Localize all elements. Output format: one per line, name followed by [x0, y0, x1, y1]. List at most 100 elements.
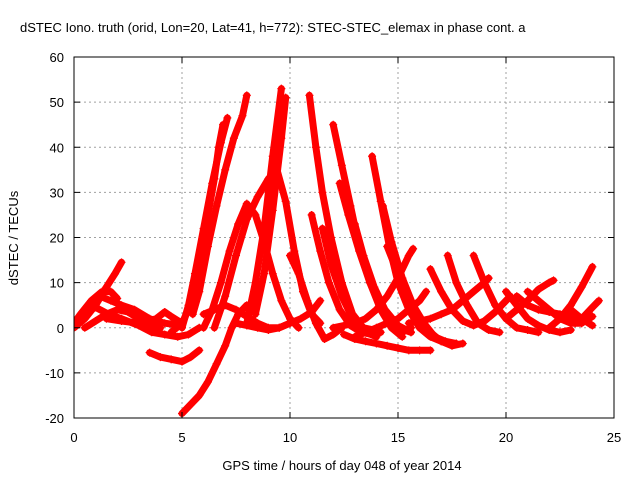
data-point: [404, 296, 413, 305]
x-tick-label: 25: [607, 430, 621, 445]
data-point: [184, 301, 193, 310]
data-point: [268, 152, 277, 161]
y-tick-label: 60: [50, 50, 64, 65]
axes: 0 5 10 15 20 25 -20 -10 0 10 20 30 40 50 60: [45, 50, 621, 445]
data-point: [253, 323, 262, 332]
data-point: [394, 274, 402, 283]
data-point: [549, 276, 558, 285]
data-point: [210, 323, 219, 332]
data-point: [350, 219, 359, 228]
data-point: [469, 287, 478, 296]
data-point: [178, 357, 186, 366]
data-point: [216, 138, 225, 147]
data-point: [203, 242, 212, 251]
data-point: [318, 188, 327, 197]
data-point: [556, 314, 564, 323]
data-point: [305, 91, 314, 100]
data-point: [337, 161, 346, 170]
data-point: [303, 296, 312, 305]
data-point: [167, 355, 176, 364]
y-tick-label: 40: [50, 140, 64, 155]
data-point: [253, 192, 262, 201]
data-point: [311, 319, 320, 328]
data-point: [91, 316, 100, 325]
data-point: [426, 328, 435, 337]
data-point: [95, 292, 104, 301]
data-point: [212, 359, 221, 368]
data-point: [225, 247, 234, 256]
data-point: [359, 251, 368, 260]
data-arc: [178, 114, 231, 332]
data-arcs: [74, 84, 603, 418]
data-point: [502, 296, 510, 305]
data-point: [372, 339, 381, 348]
data-point: [556, 328, 564, 337]
data-point: [452, 278, 461, 287]
data-point: [178, 323, 186, 332]
data-point: [106, 296, 115, 305]
data-point: [484, 274, 493, 283]
data-point: [512, 323, 521, 332]
data-arc: [189, 91, 251, 318]
data-point: [404, 305, 413, 314]
data-point: [534, 305, 543, 314]
data-point: [318, 224, 327, 233]
data-point: [111, 269, 120, 278]
x-tick-label: 10: [283, 430, 297, 445]
y-tick-label: -20: [45, 411, 64, 426]
data-point: [145, 348, 154, 357]
data-point: [329, 120, 338, 129]
data-point: [566, 305, 575, 314]
data-point: [406, 328, 415, 337]
x-tick-label: 5: [178, 430, 185, 445]
data-point: [491, 301, 500, 310]
x-axis-label: GPS time / hours of day 048 of year 2014: [222, 458, 461, 473]
data-point: [545, 323, 554, 332]
data-point: [577, 283, 586, 292]
data-point: [117, 316, 126, 325]
data-point: [383, 242, 392, 251]
data-point: [208, 305, 217, 314]
data-point: [221, 165, 230, 174]
data-point: [307, 210, 316, 219]
data-point: [234, 219, 243, 228]
data-point: [502, 287, 510, 296]
data-point: [186, 353, 195, 362]
data-point: [588, 312, 597, 321]
data-point: [523, 314, 532, 323]
y-tick-label: 50: [50, 95, 64, 110]
data-point: [188, 310, 197, 319]
data-point: [320, 335, 329, 344]
data-point: [76, 314, 85, 323]
data-point: [221, 292, 230, 301]
data-point: [512, 305, 521, 314]
data-point: [448, 305, 456, 314]
data-point: [242, 321, 251, 330]
data-point: [216, 278, 225, 287]
data-point: [232, 251, 240, 260]
data-point: [394, 321, 402, 330]
data-point: [415, 323, 424, 332]
data-point: [156, 353, 165, 362]
data-point: [394, 344, 402, 353]
data-point: [167, 312, 176, 321]
data-point: [327, 260, 336, 269]
data-point: [229, 134, 238, 143]
data-point: [383, 341, 392, 350]
data-point: [173, 332, 182, 341]
data-point: [340, 321, 348, 330]
data-point: [277, 296, 286, 305]
data-point: [512, 292, 521, 301]
data-point: [294, 269, 303, 278]
data-point: [296, 314, 305, 323]
y-tick-label: 10: [50, 276, 64, 291]
data-point: [443, 251, 452, 260]
plot-frame: [73, 56, 615, 419]
data-point: [350, 335, 359, 344]
data-point: [327, 233, 336, 242]
data-point: [199, 224, 208, 233]
data-point: [102, 314, 111, 323]
data-point: [484, 326, 493, 335]
data-point: [426, 314, 435, 323]
